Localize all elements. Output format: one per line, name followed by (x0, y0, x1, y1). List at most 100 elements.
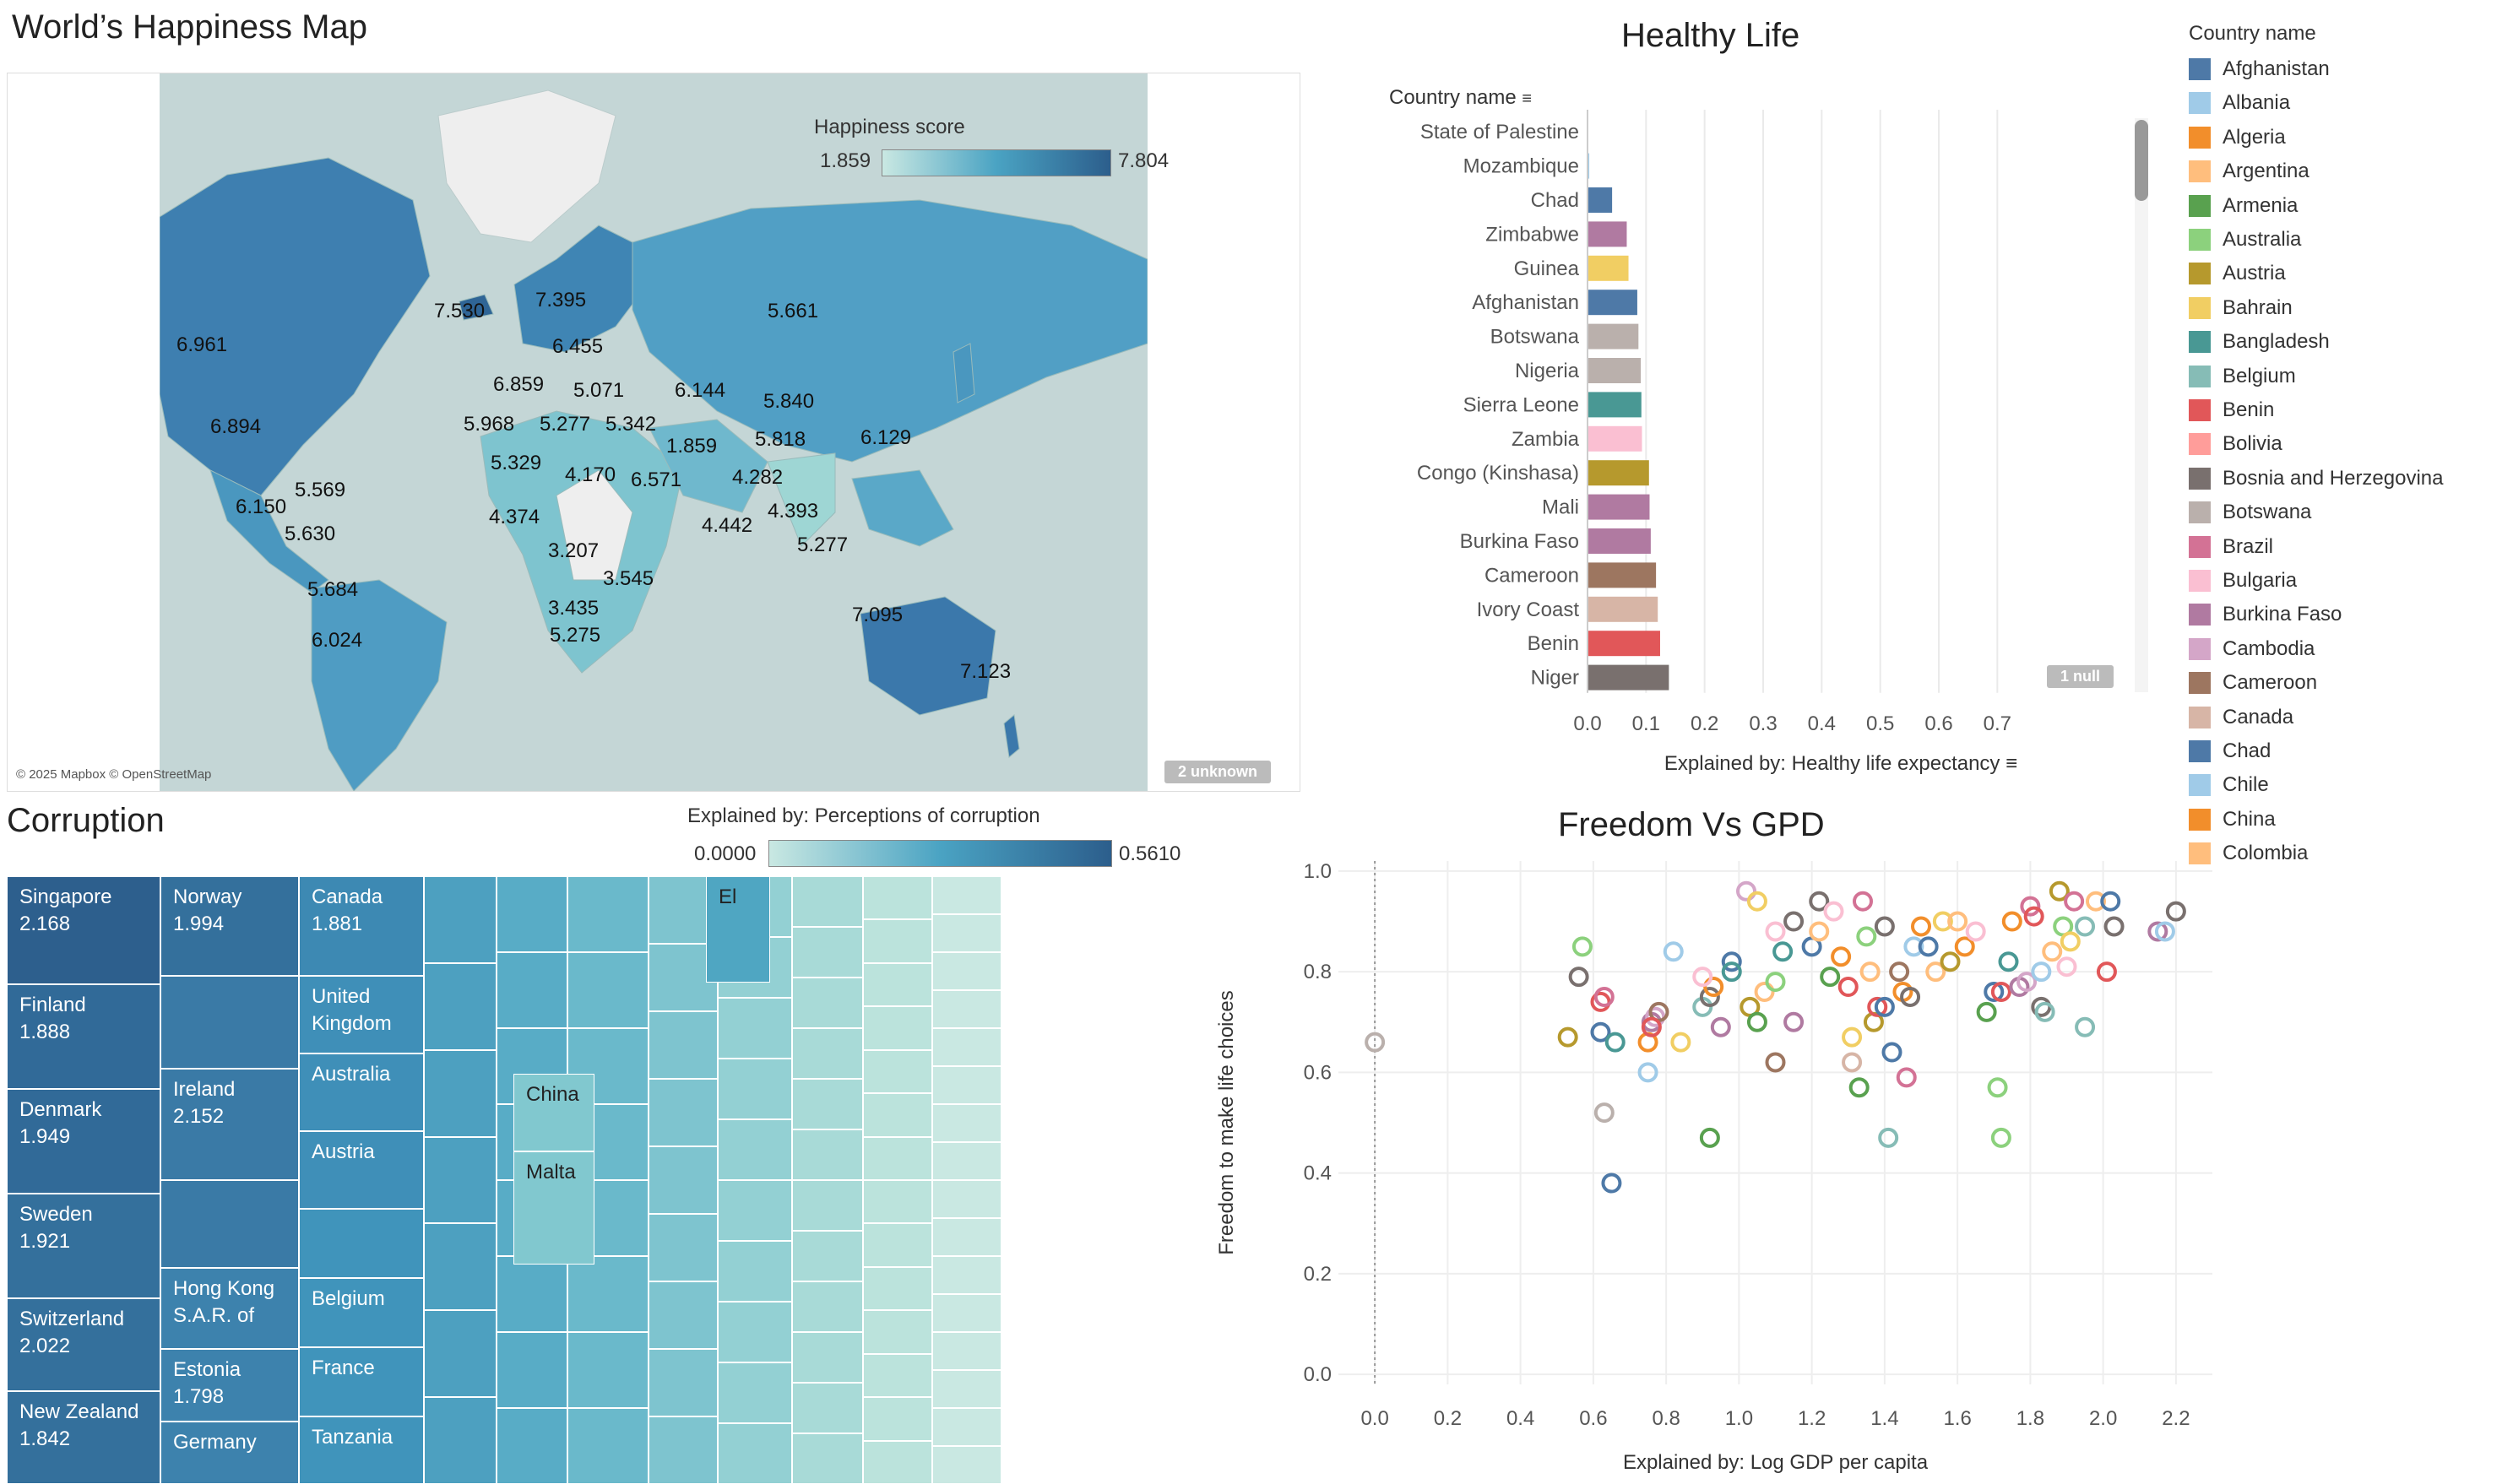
legend-item[interactable]: Albania (2189, 88, 2290, 118)
legend-item[interactable]: Armenia (2189, 191, 2298, 221)
healthy-bar[interactable] (1588, 494, 1650, 520)
scatter-point[interactable] (1604, 1032, 1626, 1053)
treemap-cell[interactable] (718, 1059, 792, 1119)
treemap-cell[interactable] (932, 1332, 1001, 1370)
treemap-cell[interactable] (792, 1281, 863, 1332)
scatter-point[interactable] (1874, 996, 1895, 1017)
scatter-point[interactable] (2086, 891, 2106, 912)
healthy-null-badge[interactable]: 1 null (2047, 665, 2114, 688)
treemap-cell[interactable] (863, 1223, 932, 1267)
legend-item[interactable]: Cambodia (2189, 634, 2315, 664)
scatter-point[interactable] (1987, 1077, 2008, 1098)
treemap-cell[interactable] (424, 1049, 497, 1137)
scatter-point[interactable] (1823, 901, 1844, 922)
country-legend[interactable]: Country name Afghanistan Albania Algeria Ar… (2189, 22, 2510, 898)
scatter-point[interactable] (1754, 982, 1775, 1002)
treemap-cell[interactable] (649, 1349, 718, 1416)
treemap-cell[interactable] (932, 1066, 1001, 1104)
legend-item[interactable]: Colombia (2189, 838, 2308, 869)
scatter-point[interactable] (1925, 961, 1946, 983)
scatter-point[interactable] (1703, 977, 1724, 998)
treemap-cell-ireland[interactable]: Ireland 2.152 (160, 1069, 299, 1180)
scatter-point[interactable] (1947, 911, 1968, 932)
treemap-cell-hong-kong[interactable]: Hong Kong S.A.R. of (160, 1268, 299, 1349)
scatter-point[interactable] (1699, 986, 1720, 1007)
scatter-point[interactable] (1900, 986, 1921, 1007)
scatter-point[interactable] (1765, 972, 1786, 993)
scatter-point[interactable] (1601, 1173, 1622, 1194)
legend-item[interactable]: Cameroon (2189, 668, 2317, 698)
treemap-cell-belgium[interactable]: Belgium (299, 1278, 424, 1347)
healthy-category-label[interactable]: Ivory Coast (1477, 598, 1580, 621)
healthy-category-label[interactable]: Guinea (1514, 257, 1580, 280)
treemap-cell[interactable] (792, 1332, 863, 1383)
scatter-point[interactable] (1859, 961, 1881, 983)
scatter-point[interactable] (2042, 941, 2063, 962)
healthy-bar[interactable] (1588, 631, 1660, 657)
legend-item[interactable]: Bulgaria (2189, 566, 2297, 596)
treemap-cell[interactable] (649, 1281, 718, 1349)
treemap-cell[interactable] (792, 1433, 863, 1484)
scatter-point[interactable] (2154, 921, 2175, 942)
healthy-category-label[interactable]: Burkina Faso (1460, 530, 1579, 553)
treemap-cell[interactable] (567, 1408, 649, 1484)
treemap-cell-china[interactable]: China (513, 1074, 594, 1151)
corruption-treemap[interactable]: Singapore 2.168 Finland 1.888 Denmark 1.949… (7, 876, 1003, 1484)
treemap-cell[interactable] (718, 1119, 792, 1180)
healthy-bar[interactable] (1588, 221, 1627, 247)
scatter-point[interactable] (1746, 891, 1767, 912)
treemap-cell[interactable] (424, 1223, 497, 1311)
scatter-point[interactable] (1772, 941, 1794, 962)
treemap-cell[interactable] (718, 1302, 792, 1362)
healthy-bar[interactable] (1588, 664, 1669, 691)
scatter-point[interactable] (1692, 967, 1713, 988)
scatter-point[interactable] (2023, 906, 2044, 927)
healthy-category-label[interactable]: Zimbabwe (1485, 223, 1579, 246)
legend-item[interactable]: Benin (2189, 395, 2274, 425)
scatter-point[interactable] (2147, 921, 2168, 942)
treemap-cell[interactable] (792, 1383, 863, 1433)
treemap-cell[interactable] (863, 1136, 932, 1180)
scatter-point[interactable] (1842, 1026, 1863, 1048)
treemap-cell[interactable] (932, 952, 1001, 990)
treemap-cell-estonia[interactable]: Estonia 1.798 (160, 1349, 299, 1422)
treemap-cell[interactable] (863, 1397, 932, 1441)
treemap-cell[interactable] (424, 1136, 497, 1224)
treemap-cell[interactable] (932, 1294, 1001, 1332)
healthy-bar[interactable] (1588, 153, 1590, 179)
treemap-cell[interactable] (497, 1332, 567, 1408)
scatter-point[interactable] (2031, 961, 2052, 983)
legend-item[interactable]: China (2189, 804, 2276, 835)
treemap-cell[interactable] (932, 1446, 1001, 1484)
treemap-cell[interactable] (567, 1332, 649, 1408)
scatter-point[interactable] (1903, 936, 1924, 957)
legend-item[interactable]: Afghanistan (2189, 54, 2330, 84)
legend-item[interactable]: Austria (2189, 258, 2286, 289)
treemap-cell[interactable] (932, 914, 1001, 952)
scatter-point[interactable] (1746, 1011, 1767, 1032)
scatter-point[interactable] (1853, 891, 1873, 912)
treemap-cell-el[interactable]: El (706, 876, 770, 983)
scatter-point[interactable] (1911, 916, 1931, 937)
treemap-cell[interactable] (649, 1146, 718, 1214)
scatter-point[interactable] (1571, 936, 1593, 957)
treemap-cell[interactable] (863, 1093, 932, 1137)
treemap-cell[interactable] (497, 1256, 567, 1332)
freedom-scatter-chart[interactable]: 0.0 0.2 0.4 0.6 0.8 1.0 1.2 1.4 1.6 1.8 2.0 2.2 0.0 0… (1199, 853, 2212, 1477)
legend-item[interactable]: Bolivia (2189, 429, 2282, 459)
scatter-point[interactable] (1984, 982, 2005, 1002)
legend-item[interactable]: Burkina Faso (2189, 599, 2342, 630)
treemap-cell-france[interactable]: France (299, 1347, 424, 1416)
healthy-bar[interactable] (1588, 358, 1642, 383)
treemap-cell[interactable] (792, 927, 863, 978)
healthy-bar[interactable] (1588, 323, 1639, 349)
scatter-point[interactable] (1889, 961, 1910, 983)
sort-icon[interactable]: ≡ (1522, 89, 1533, 108)
healthy-bar[interactable] (1588, 187, 1613, 213)
legend-item[interactable]: Chad (2189, 736, 2271, 766)
scatter-point[interactable] (2096, 961, 2117, 983)
treemap-cell[interactable] (863, 1440, 932, 1484)
treemap-cell[interactable] (792, 1028, 863, 1079)
treemap-cell[interactable] (160, 1180, 299, 1268)
happiness-map[interactable]: Happiness score 1.859 7.804 6.961 6.894 … (7, 73, 1300, 792)
